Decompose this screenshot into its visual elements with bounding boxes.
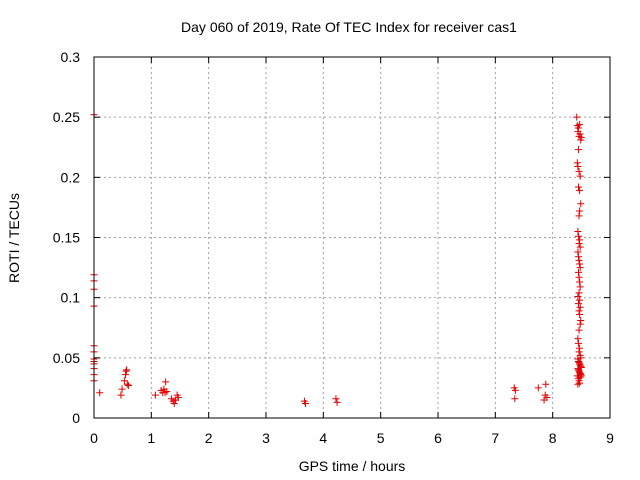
data-point bbox=[162, 378, 170, 386]
data-point bbox=[576, 283, 584, 291]
data-point bbox=[576, 130, 584, 138]
data-point bbox=[576, 264, 584, 272]
data-point bbox=[576, 236, 584, 244]
data-point bbox=[576, 303, 584, 311]
y-tick-label: 0.25 bbox=[53, 109, 80, 125]
y-tick-label: 0.2 bbox=[61, 169, 81, 185]
data-point bbox=[574, 253, 582, 261]
x-tick-label: 0 bbox=[90, 430, 98, 446]
data-point bbox=[576, 373, 584, 381]
x-tick-label: 8 bbox=[549, 430, 557, 446]
x-tick-labels: 0 1 2 3 4 5 6 7 8 9 bbox=[90, 430, 614, 446]
data-point bbox=[118, 385, 126, 393]
data-point bbox=[577, 354, 585, 362]
data-point bbox=[575, 307, 583, 315]
data-point bbox=[575, 348, 583, 356]
data-point bbox=[122, 371, 130, 379]
data-point bbox=[575, 273, 583, 281]
data-point bbox=[543, 394, 551, 402]
x-tick-label: 4 bbox=[319, 430, 327, 446]
data-point bbox=[163, 388, 171, 396]
data-point bbox=[123, 366, 131, 374]
data-point bbox=[542, 380, 550, 388]
data-point bbox=[575, 326, 583, 334]
data-point bbox=[574, 292, 582, 300]
x-tick-label: 7 bbox=[491, 430, 499, 446]
y-tick-label: 0 bbox=[72, 410, 80, 426]
data-point bbox=[574, 335, 582, 343]
data-point bbox=[120, 377, 128, 385]
axis-ticks bbox=[93, 56, 611, 419]
data-point bbox=[574, 146, 582, 154]
data-point bbox=[576, 172, 584, 180]
data-point bbox=[575, 289, 583, 297]
data-point bbox=[576, 207, 584, 215]
data-point bbox=[302, 400, 310, 408]
data-point bbox=[574, 232, 582, 240]
data-point bbox=[333, 398, 341, 406]
data-point bbox=[575, 240, 583, 248]
data-point bbox=[576, 296, 584, 304]
data-point bbox=[576, 278, 584, 286]
data-point bbox=[574, 380, 582, 388]
data-point bbox=[122, 367, 130, 375]
data-point bbox=[576, 311, 584, 319]
data-point bbox=[576, 243, 584, 251]
x-tick-label: 3 bbox=[262, 430, 270, 446]
data-point bbox=[575, 256, 583, 264]
y-tick-label: 0.05 bbox=[53, 350, 80, 366]
data-point bbox=[576, 344, 584, 352]
data-point bbox=[151, 391, 159, 399]
data-point bbox=[576, 187, 584, 195]
data-point bbox=[576, 260, 584, 268]
data-point bbox=[574, 124, 582, 132]
data-point bbox=[161, 389, 169, 397]
data-point bbox=[534, 384, 542, 392]
data-point bbox=[123, 380, 131, 388]
data-point bbox=[332, 395, 340, 403]
data-point bbox=[577, 200, 585, 208]
data-point bbox=[573, 159, 581, 167]
data-point bbox=[574, 300, 582, 308]
x-tick-label: 5 bbox=[377, 430, 385, 446]
x-tick-label: 1 bbox=[147, 430, 155, 446]
data-point bbox=[577, 134, 585, 142]
y-tick-label: 0.1 bbox=[61, 290, 81, 306]
y-tick-label: 0.15 bbox=[53, 230, 80, 246]
x-tick-label: 9 bbox=[606, 430, 614, 446]
data-point bbox=[573, 113, 581, 121]
data-point bbox=[576, 379, 584, 387]
y-axis-label: ROTI / TECUs bbox=[6, 193, 22, 283]
data-point bbox=[511, 386, 519, 394]
x-tick-label: 6 bbox=[434, 430, 442, 446]
data-point bbox=[576, 120, 584, 128]
y-tick-label: 0.3 bbox=[61, 49, 81, 65]
data-point bbox=[511, 395, 519, 403]
grid-lines bbox=[94, 57, 610, 418]
data-point bbox=[574, 163, 582, 171]
data-point bbox=[124, 382, 132, 390]
data-point bbox=[170, 400, 178, 408]
data-point bbox=[174, 394, 182, 402]
data-point bbox=[577, 317, 585, 325]
x-axis-label: GPS time / hours bbox=[299, 458, 406, 474]
data-point bbox=[575, 167, 583, 175]
x-tick-label: 2 bbox=[205, 430, 213, 446]
chart-title: Day 060 of 2019, Rate Of TEC Index for r… bbox=[181, 19, 517, 35]
y-tick-labels: 0 0.05 0.1 0.15 0.2 0.25 0.3 bbox=[53, 49, 80, 426]
data-point bbox=[574, 248, 582, 256]
data-point bbox=[574, 183, 582, 191]
data-point bbox=[117, 391, 125, 399]
data-point bbox=[575, 212, 583, 220]
data-point bbox=[574, 227, 582, 235]
data-point bbox=[574, 268, 582, 276]
data-point bbox=[576, 320, 584, 328]
data-point bbox=[96, 389, 104, 397]
data-point bbox=[574, 339, 582, 347]
